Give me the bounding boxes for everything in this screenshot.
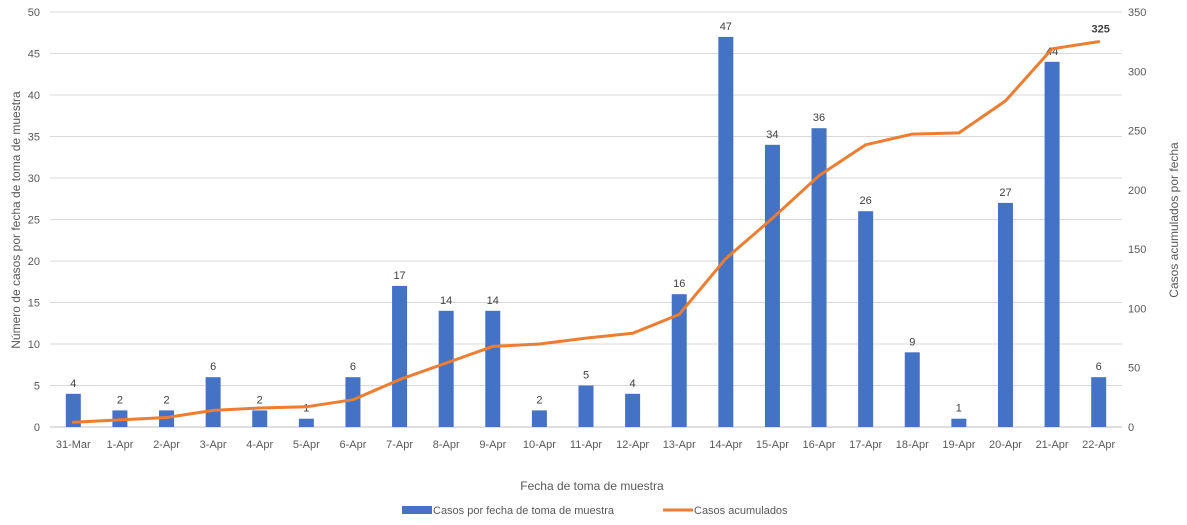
- bar: [1045, 62, 1060, 427]
- bar: [532, 410, 547, 427]
- y2-tick-label: 100: [1128, 303, 1146, 315]
- left-axis-ticks: 0 5 10 15 20 25 30 35 40 45 50: [28, 7, 40, 434]
- x-tick-label: 8-Apr: [433, 439, 460, 451]
- x-tick-label: 10-Apr: [523, 439, 556, 451]
- x-tick-label: 5-Apr: [293, 439, 320, 451]
- bar-value-label: 2: [117, 394, 123, 406]
- x-tick-label: 9-Apr: [479, 439, 506, 451]
- bar-value-label: 6: [1096, 361, 1102, 373]
- bar: [345, 377, 360, 427]
- bar-value-label: 34: [766, 129, 778, 141]
- y2-tick-label: 300: [1128, 66, 1146, 78]
- x-tick-label: 11-Apr: [570, 439, 603, 451]
- y-tick-label: 40: [28, 90, 40, 102]
- bar-value-label: 4: [70, 378, 76, 390]
- bar-value-label: 26: [860, 195, 872, 207]
- y-axis-title: Número de casos por fecha de toma de mue…: [9, 91, 23, 349]
- x-tick-label: 3-Apr: [200, 439, 227, 451]
- y-tick-label: 0: [34, 422, 40, 434]
- right-axis-ticks: 0 50 100 150 200 250 300 350: [1128, 7, 1146, 434]
- line-series: 325: [73, 24, 1110, 423]
- y-tick-label: 10: [28, 339, 40, 351]
- bar: [951, 419, 966, 427]
- x-tick-label: 13-Apr: [663, 439, 696, 451]
- bar-value-label: 27: [999, 187, 1011, 199]
- x-tick-label: 31-Mar: [56, 439, 91, 451]
- bar: [625, 394, 640, 427]
- bar-value-label: 14: [487, 295, 499, 307]
- bar-value-label: 1: [956, 403, 962, 415]
- bar: [765, 145, 780, 427]
- bar: [858, 211, 873, 427]
- x-tick-label: 17-Apr: [849, 439, 882, 451]
- legend-swatch-bars: [402, 506, 432, 514]
- x-tick-label: 7-Apr: [386, 439, 413, 451]
- legend: Casos por fecha de toma de muestra Casos…: [402, 505, 788, 517]
- y2-tick-label: 250: [1128, 126, 1146, 138]
- line-last-value-label: 325: [1092, 24, 1110, 36]
- bar: [439, 311, 454, 427]
- x-tick-label: 14-Apr: [709, 439, 742, 451]
- x-tick-label: 15-Apr: [756, 439, 789, 451]
- y2-tick-label: 350: [1128, 7, 1146, 19]
- bar: [998, 203, 1013, 427]
- bar-value-label: 47: [720, 21, 732, 33]
- bar: [485, 311, 500, 427]
- y-tick-label: 25: [28, 215, 40, 227]
- x-tick-label: 2-Apr: [153, 439, 180, 451]
- x-tick-label: 21-Apr: [1036, 439, 1069, 451]
- cumulative-line: [73, 42, 1098, 423]
- y-tick-label: 50: [28, 7, 40, 19]
- bar-value-label: 4: [630, 378, 636, 390]
- legend-label-line: Casos acumulados: [694, 505, 788, 517]
- y2-tick-label: 50: [1128, 363, 1140, 375]
- bar-value-label: 1: [303, 403, 309, 415]
- x-tick-label: 20-Apr: [989, 439, 1022, 451]
- x-tick-label: 18-Apr: [896, 439, 929, 451]
- x-tick-label: 4-Apr: [246, 439, 273, 451]
- bar-value-label: 14: [440, 295, 452, 307]
- bar-value-label: 36: [813, 112, 825, 124]
- bar: [718, 37, 733, 427]
- x-axis-title: Fecha de toma de muestra: [520, 479, 664, 493]
- bar-value-label: 2: [536, 394, 542, 406]
- y-tick-label: 45: [28, 49, 40, 61]
- bar-value-label: 2: [257, 394, 263, 406]
- bar: [392, 286, 407, 427]
- y2-tick-label: 150: [1128, 244, 1146, 256]
- y-tick-label: 5: [34, 381, 40, 393]
- y-tick-label: 30: [28, 173, 40, 185]
- x-tick-label: 16-Apr: [803, 439, 836, 451]
- y-tick-label: 15: [28, 298, 40, 310]
- legend-label-bars: Casos por fecha de toma de muestra: [433, 505, 615, 517]
- x-tick-label: 1-Apr: [106, 439, 133, 451]
- y-tick-label: 35: [28, 132, 40, 144]
- x-tick-label: 12-Apr: [616, 439, 649, 451]
- y2-tick-label: 200: [1128, 185, 1146, 197]
- x-tick-label: 19-Apr: [942, 439, 975, 451]
- bar: [206, 377, 221, 427]
- x-tick-label: 6-Apr: [340, 439, 367, 451]
- bar-value-label: 16: [673, 278, 685, 290]
- bar-value-label: 6: [350, 361, 356, 373]
- y2-axis-title: Casos acumulados por fecha: [1167, 142, 1181, 298]
- y-tick-label: 20: [28, 256, 40, 268]
- bar: [299, 419, 314, 427]
- bar: [579, 386, 594, 428]
- y2-tick-label: 0: [1128, 422, 1134, 434]
- bar: [905, 352, 920, 427]
- bar-value-label: 2: [163, 394, 169, 406]
- bar-value-label: 5: [583, 370, 589, 382]
- bar-value-label: 6: [210, 361, 216, 373]
- bar: [1091, 377, 1106, 427]
- bar-value-label: 17: [393, 270, 405, 282]
- bar: [252, 410, 267, 427]
- x-axis-ticks: 31-Mar 1-Apr 2-Apr 3-Apr 4-Apr 5-Apr 6-Apr 7-Ap…: [56, 439, 1116, 451]
- x-tick-label: 22-Apr: [1082, 439, 1115, 451]
- bar-value-label: 9: [909, 336, 915, 348]
